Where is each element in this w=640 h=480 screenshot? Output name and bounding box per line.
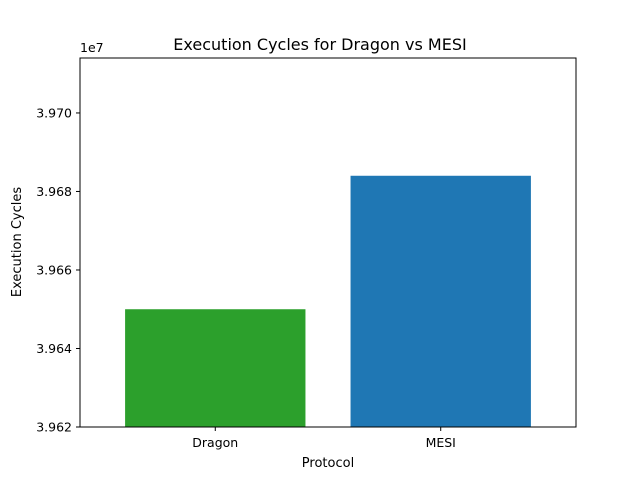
- y-axis-offset-label: 1e7: [80, 40, 104, 55]
- chart-title: Execution Cycles for Dragon vs MESI: [173, 35, 466, 54]
- y-tick-label: 3.966: [36, 262, 72, 277]
- y-tick-label: 3.970: [36, 105, 72, 120]
- bar-dragon: [125, 309, 306, 427]
- plot-frame: [79, 57, 577, 428]
- y-tick-label: 3.962: [36, 420, 72, 435]
- x-tick-label: Dragon: [192, 435, 238, 450]
- y-tick-label: 3.968: [36, 184, 72, 199]
- x-tick-label: MESI: [426, 435, 456, 450]
- y-axis-label: Execution Cycles: [10, 187, 25, 297]
- x-axis-label: Protocol: [302, 456, 354, 471]
- y-tick-label: 3.964: [36, 341, 72, 356]
- x-axis-ticks: Dragon MESI: [192, 427, 456, 450]
- bar-mesi: [350, 175, 531, 427]
- bars: [125, 175, 531, 427]
- y-axis-ticks: 3.962 3.964 3.966 3.968 3.970: [36, 105, 80, 435]
